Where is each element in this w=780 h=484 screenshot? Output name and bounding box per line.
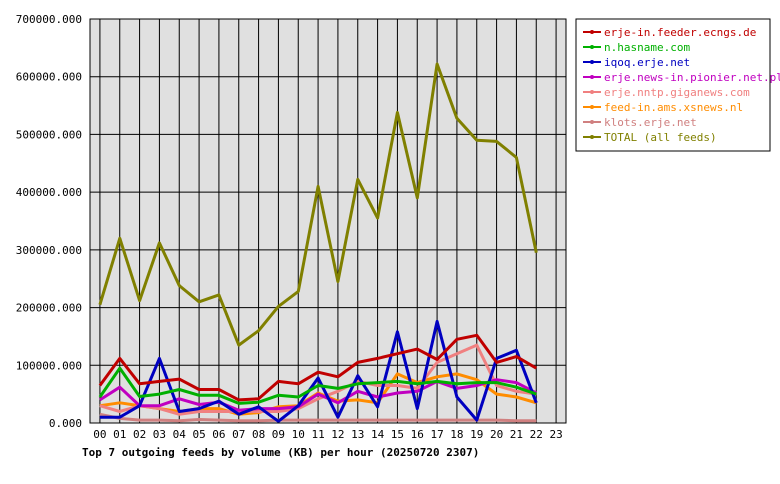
legend-label: iqoq.erje.net xyxy=(604,56,690,69)
x-tick-label: 01 xyxy=(113,428,126,441)
x-tick-label: 03 xyxy=(153,428,166,441)
y-tick-label: 0.000 xyxy=(49,417,82,430)
y-tick-label: 700000.000 xyxy=(16,13,82,26)
legend-marker xyxy=(590,30,594,34)
x-tick-label: 11 xyxy=(311,428,324,441)
y-tick-label: 400000.000 xyxy=(16,186,82,199)
legend-label: klots.erje.net xyxy=(604,116,697,129)
legend-label: feed-in.ams.xsnews.nl xyxy=(604,101,743,114)
x-tick-label: 05 xyxy=(192,428,205,441)
x-tick-label: 00 xyxy=(93,428,106,441)
x-tick-label: 16 xyxy=(411,428,424,441)
legend-marker xyxy=(590,60,594,64)
legend-marker xyxy=(590,75,594,79)
y-tick-label: 100000.000 xyxy=(16,359,82,372)
y-axis-ticks: 0.000 100000.000 200000.000 300000.000 40000… xyxy=(16,13,82,430)
legend-label: erje.nntp.giganews.com xyxy=(604,86,750,99)
x-tick-label: 20 xyxy=(490,428,503,441)
x-tick-label: 08 xyxy=(252,428,265,441)
legend-marker xyxy=(590,90,594,94)
y-tick-label: 500000.000 xyxy=(16,128,82,141)
x-tick-label: 13 xyxy=(351,428,364,441)
x-axis-ticks: 00 01 02 03 04 05 06 07 08 09 10 11 12 13 14 15 16 17 18 19… xyxy=(93,428,562,441)
legend-label: erje-in.feeder.ecngs.de xyxy=(604,26,756,39)
x-tick-label: 19 xyxy=(470,428,483,441)
x-tick-label: 21 xyxy=(510,428,523,441)
legend-marker xyxy=(590,120,594,124)
legend-label: erje.news-in.pionier.net.pl xyxy=(604,71,780,84)
legend-label: n.hasname.com xyxy=(604,41,690,54)
x-tick-label: 02 xyxy=(133,428,146,441)
x-tick-label: 14 xyxy=(371,428,385,441)
legend-marker xyxy=(590,135,594,139)
legend: erje-in.feeder.ecngs.de n.hasname.com iqoq… xyxy=(576,19,780,151)
x-tick-label: 10 xyxy=(292,428,305,441)
legend-marker xyxy=(590,105,594,109)
x-tick-label: 17 xyxy=(430,428,443,441)
y-tick-label: 200000.000 xyxy=(16,302,82,315)
legend-label: TOTAL (all feeds) xyxy=(604,131,717,144)
x-tick-label: 04 xyxy=(173,428,187,441)
chart-title: Top 7 outgoing feeds by volume (KB) per … xyxy=(82,446,479,459)
x-tick-label: 12 xyxy=(331,428,344,441)
y-tick-label: 600000.000 xyxy=(16,71,82,84)
x-tick-label: 09 xyxy=(272,428,285,441)
x-tick-label: 06 xyxy=(212,428,225,441)
legend-marker xyxy=(590,45,594,49)
x-tick-label: 07 xyxy=(232,428,245,441)
x-tick-label: 22 xyxy=(530,428,543,441)
y-tick-label: 300000.000 xyxy=(16,244,82,257)
x-tick-label: 18 xyxy=(450,428,463,441)
x-tick-label: 15 xyxy=(391,428,404,441)
x-tick-label: 23 xyxy=(549,428,562,441)
